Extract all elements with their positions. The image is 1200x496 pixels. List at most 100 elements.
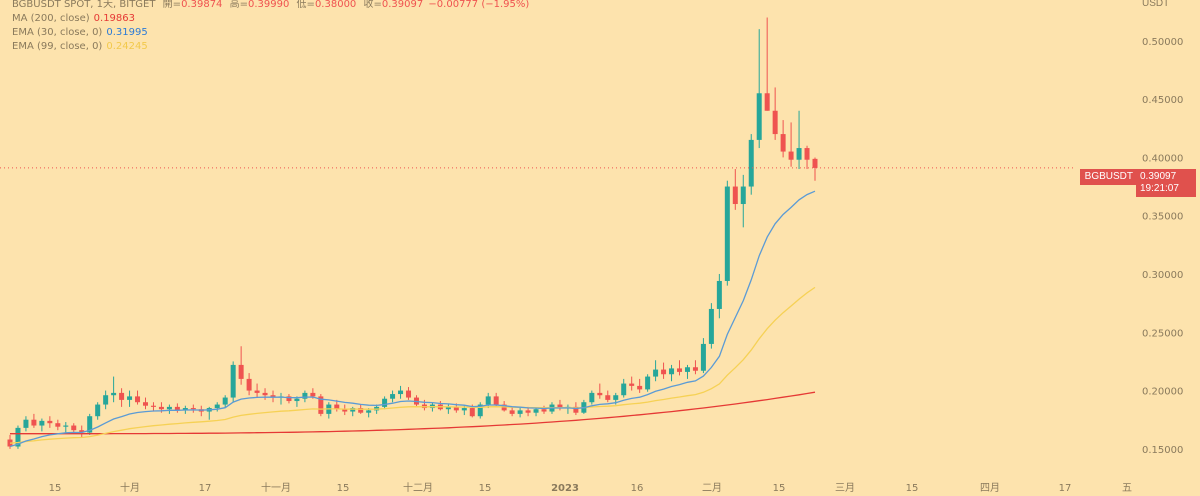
ma200-legend-row[interactable]: MA (200, close) 0.19863 (12, 12, 529, 26)
ema99-legend-row[interactable]: EMA (99, close, 0) 0.24245 (12, 40, 529, 54)
candle-body (182, 408, 188, 411)
candle-body (310, 392, 316, 397)
x-tick-label: 15 (773, 483, 786, 494)
y-tick-label: 0.45000 (1142, 95, 1183, 106)
open-label: 開= (162, 0, 182, 10)
candle-body (262, 392, 268, 396)
candle-body (55, 423, 61, 427)
ema30-legend-row[interactable]: EMA (30, close, 0) 0.31995 (12, 26, 529, 40)
ema99-label: EMA (99, close, 0) (12, 41, 103, 52)
candle-body (71, 425, 77, 431)
candle-body (79, 430, 85, 433)
candle-body (661, 369, 667, 375)
candle-body (461, 408, 467, 411)
candle-body (318, 396, 324, 414)
candle-body (39, 420, 45, 426)
x-tick-label: 十一月 (261, 481, 291, 494)
candle-body (541, 409, 547, 412)
x-tick-label: 三月 (835, 482, 855, 494)
candle-body (645, 376, 651, 390)
candle-body (621, 383, 627, 396)
x-tick-label: 15 (479, 483, 492, 494)
candle-body (716, 280, 722, 309)
candle-body (533, 409, 539, 413)
chart-legend: BGBUSDT SPOT, 1天, BITGET 開=0.39874 高=0.3… (12, 0, 529, 54)
candle-body (406, 390, 412, 398)
candle-body (684, 367, 690, 372)
x-tick-label: 2023 (551, 483, 579, 494)
low-value: 0.38000 (314, 0, 357, 10)
candle-body (756, 93, 762, 140)
candle-body (190, 408, 196, 410)
x-tick-label: 十月 (120, 481, 140, 494)
candle-body (302, 392, 308, 399)
candle-body (445, 406, 451, 410)
candle-body (613, 395, 619, 400)
candle-body (87, 416, 93, 433)
candle-body (358, 408, 364, 413)
y-tick-label: 0.40000 (1142, 153, 1183, 164)
candle-body (732, 186, 738, 205)
candle-body (812, 158, 818, 168)
currency-label: USDT (1142, 0, 1170, 9)
x-tick-label: 17 (199, 483, 212, 494)
last-price-value: 0.39097 (1140, 171, 1177, 182)
candle-body (740, 186, 746, 205)
ema99-value: 0.24245 (106, 41, 148, 52)
candle-body (788, 151, 794, 160)
bar-countdown: 19:21:07 (1140, 183, 1179, 194)
candle-body (637, 385, 643, 390)
candle-body (342, 409, 348, 412)
candle-body (700, 343, 706, 371)
y-tick-label: 0.30000 (1142, 270, 1183, 281)
candle-body (485, 396, 491, 405)
ma200-label: MA (200, close) (12, 13, 90, 24)
candle-body (677, 368, 683, 372)
candle-body (31, 419, 37, 426)
candle-body (238, 364, 244, 379)
candle-body (214, 404, 220, 409)
candle-body (708, 308, 714, 344)
y-tick-label: 0.35000 (1142, 212, 1183, 223)
candle-body (47, 420, 53, 424)
candle-body (230, 364, 236, 398)
ema30-line (9, 190, 816, 448)
candle-body (270, 395, 276, 398)
candle-body (158, 406, 164, 410)
candle-body (525, 410, 531, 413)
candle-body (390, 394, 396, 399)
candle-body (589, 392, 595, 403)
x-tick-label: 16 (631, 483, 644, 494)
candle-body (150, 405, 156, 407)
y-tick-label: 0.15000 (1142, 445, 1183, 456)
x-tick-label: 四月 (980, 482, 1000, 494)
candle-body (350, 408, 356, 412)
candle-body (772, 110, 778, 135)
candle-body (804, 148, 810, 160)
candle-body (597, 392, 603, 396)
candle-body (573, 406, 579, 413)
candle-body (294, 398, 300, 402)
candle-body (254, 390, 260, 393)
open-value: 0.39874 (181, 0, 223, 10)
candle-body (629, 383, 635, 386)
candle-body (469, 408, 475, 417)
last-price-tag: 0.39097 19:21:07 (1136, 169, 1196, 197)
candle-body (748, 139, 754, 187)
candle-body (95, 404, 101, 417)
candle-body (477, 404, 483, 417)
candle-body (764, 93, 770, 111)
candle-body (366, 410, 372, 413)
y-tick-label: 0.50000 (1142, 37, 1183, 48)
x-tick-label: 15 (337, 483, 350, 494)
high-label: 高= (229, 0, 248, 10)
x-tick-label: 17 (1059, 483, 1072, 494)
x-tick-label: 15 (906, 483, 919, 494)
candle-body (334, 404, 340, 410)
candle-body (780, 134, 786, 152)
candle-body (119, 392, 125, 400)
ohlc-legend-row: BGBUSDT SPOT, 1天, BITGET 開=0.39874 高=0.3… (12, 0, 529, 12)
candle-body (453, 406, 459, 411)
candle-body (517, 410, 523, 414)
